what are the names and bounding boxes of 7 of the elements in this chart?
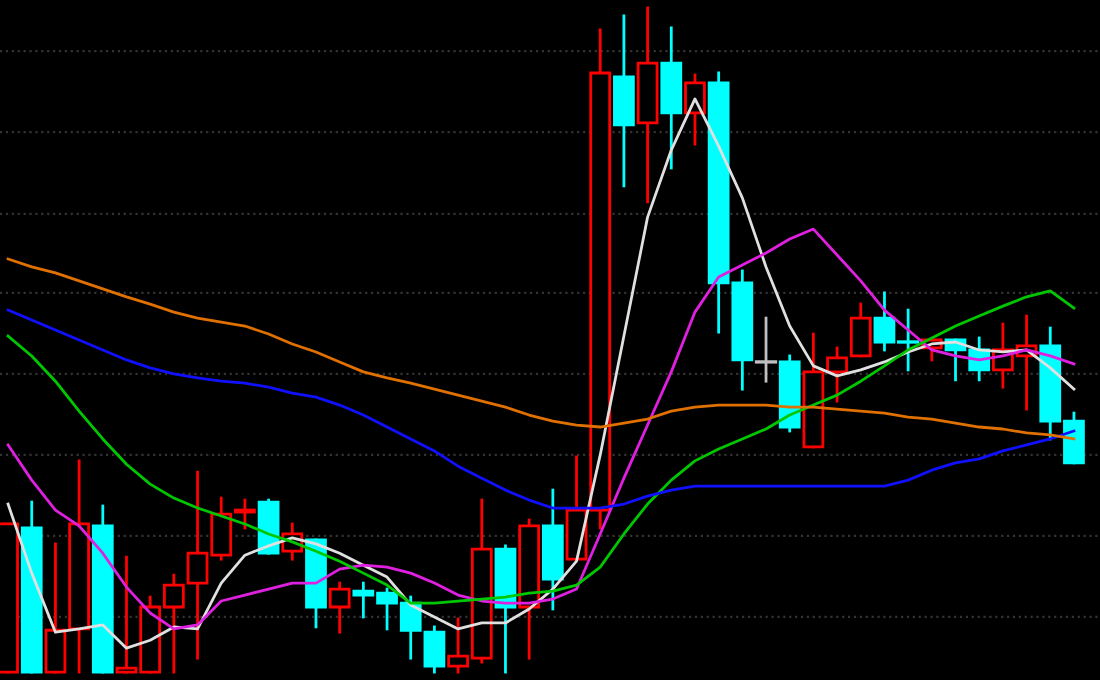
candlestick: [234, 498, 256, 530]
candlestick: [44, 542, 67, 674]
candlestick: [754, 316, 778, 383]
candlestick: [613, 14, 635, 188]
candlestick: [849, 302, 872, 358]
candlestick: [826, 346, 848, 403]
candlestick: [328, 581, 351, 634]
